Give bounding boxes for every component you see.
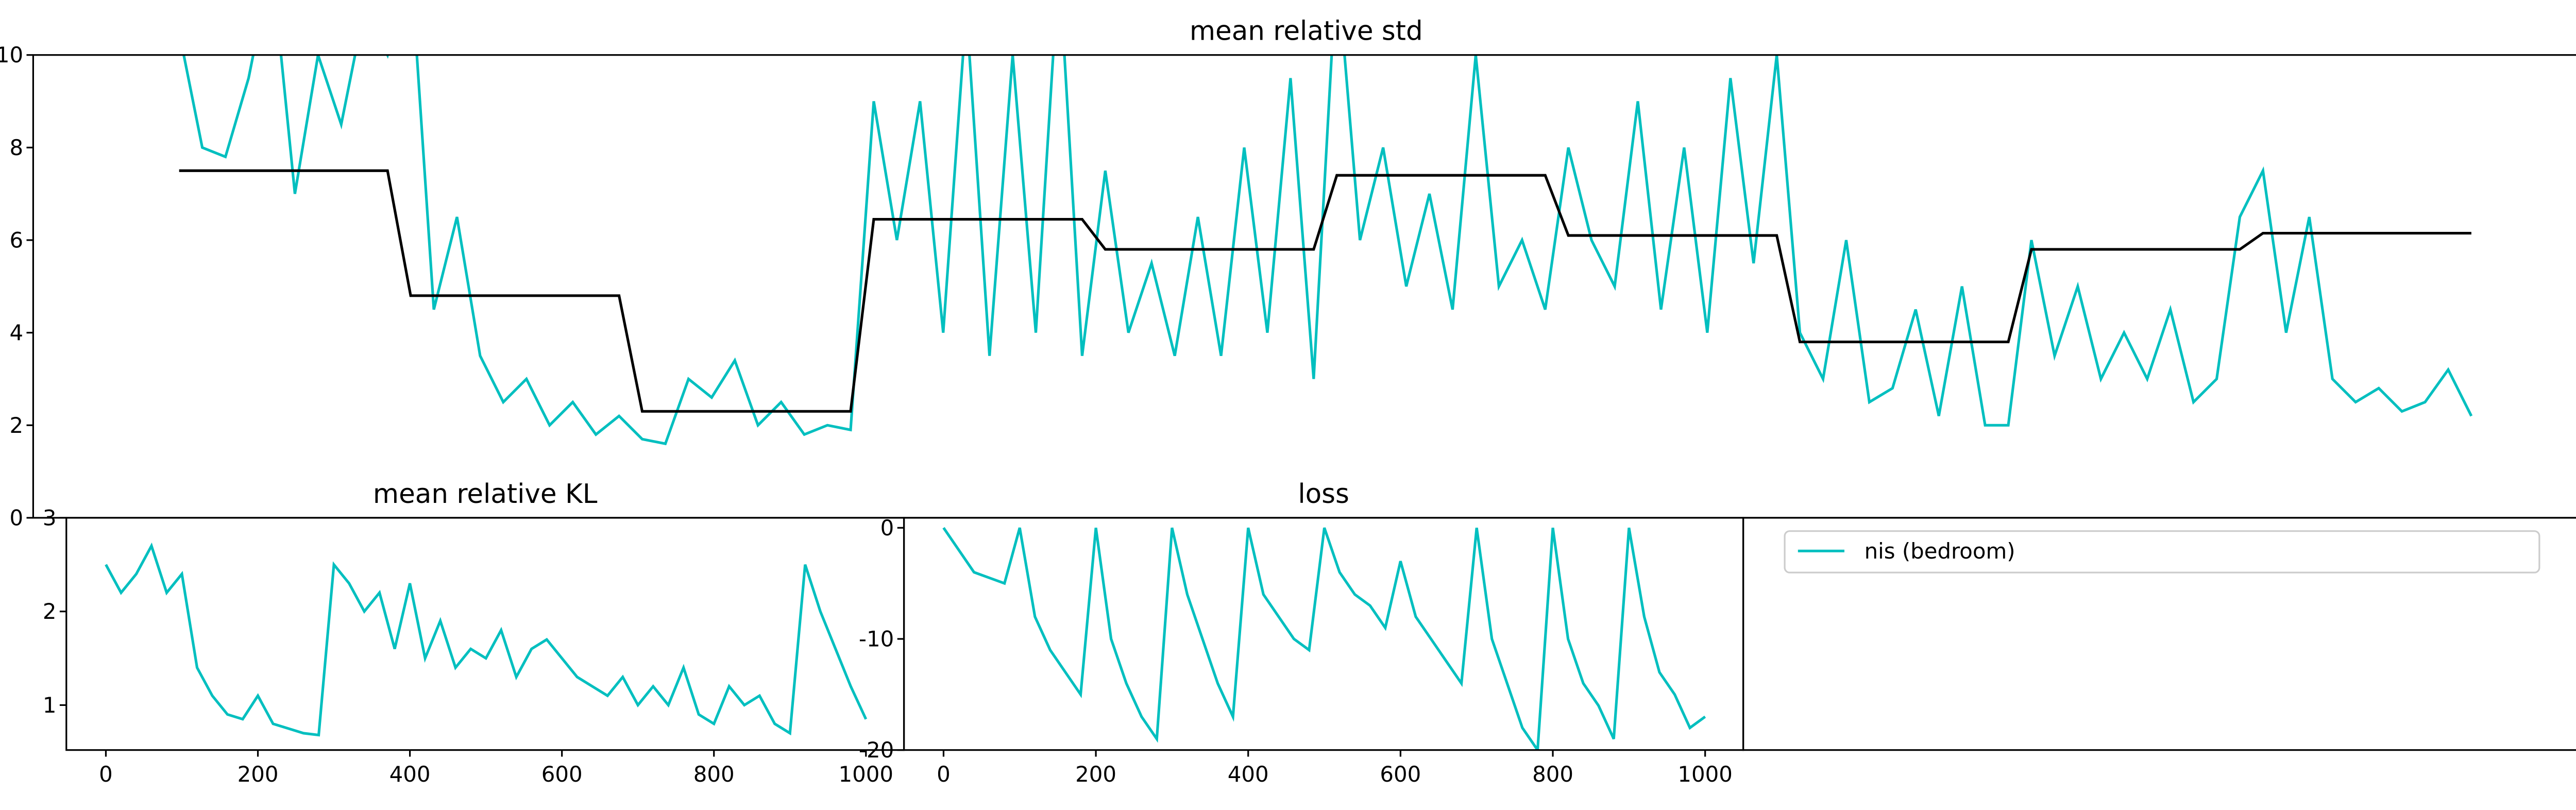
y-tick-label: 0 <box>880 515 894 541</box>
x-tick-label: 600 <box>1380 762 1421 787</box>
x-tick-label: 0 <box>937 762 951 787</box>
y-tick-label: 3 <box>43 505 57 530</box>
x-tick-label: 200 <box>238 762 279 787</box>
axes-frame <box>32 54 2576 519</box>
x-tick-label: 800 <box>693 762 735 787</box>
y-tick-label: 4 <box>9 320 23 345</box>
line-series <box>942 527 1706 750</box>
line-series <box>182 55 2473 446</box>
y-tick-label: 2 <box>43 599 57 624</box>
x-tick-label: 0 <box>99 762 113 787</box>
y-tick-label: 1 <box>43 693 57 718</box>
x-tick-label: 1000 <box>839 762 894 787</box>
legend-label: nis (bedroom) <box>1865 538 2015 564</box>
x-tick-label: 400 <box>389 762 431 787</box>
legend-box <box>1784 530 2540 573</box>
y-tick-label: 2 <box>9 413 23 438</box>
y-tick-label: 8 <box>9 135 23 160</box>
x-tick-label: 600 <box>541 762 583 787</box>
x-tick-label: 400 <box>1228 762 1269 787</box>
axes-frame <box>903 517 1744 751</box>
y-tick-label: -20 <box>859 737 894 763</box>
chart-title: mean relative std <box>1190 16 1423 47</box>
y-tick-label: 6 <box>9 227 23 252</box>
y-tick-label: 10 <box>0 42 23 68</box>
chart-title: mean relative KL <box>373 479 598 510</box>
x-tick-label: 1000 <box>1677 762 1733 787</box>
legend-axes <box>1742 517 2576 751</box>
y-tick-label: 0 <box>9 505 23 530</box>
line-series <box>105 542 868 737</box>
chart-title: loss <box>1298 479 1349 510</box>
x-tick-label: 200 <box>1075 762 1116 787</box>
line-series <box>179 169 2471 413</box>
y-tick-label: -10 <box>859 626 894 651</box>
x-tick-label: 800 <box>1532 762 1573 787</box>
